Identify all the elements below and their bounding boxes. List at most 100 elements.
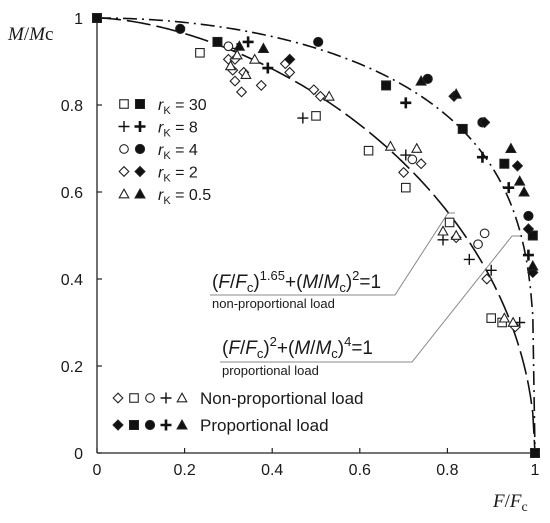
data-point <box>248 53 261 64</box>
leader-line-nonproportional <box>210 212 455 296</box>
data-point <box>311 111 321 121</box>
legend-open-marker <box>118 165 130 178</box>
data-point <box>473 239 483 250</box>
data-point <box>486 313 497 323</box>
legend-load-marker <box>145 393 155 403</box>
data-point <box>231 49 243 60</box>
curve-proportional <box>97 17 536 454</box>
data-point <box>527 230 538 241</box>
legend-filled-marker <box>134 165 146 178</box>
data-point <box>400 182 411 193</box>
fitted-curves <box>96 17 536 454</box>
data-point <box>415 75 427 86</box>
curve-nonproportional <box>96 17 536 454</box>
legend-load-nonproportional: Non-proportional load <box>112 389 364 408</box>
x-tick-label: 0.6 <box>349 462 371 479</box>
data-point <box>476 151 488 163</box>
legend-load-marker <box>112 392 124 404</box>
data-point <box>195 47 205 58</box>
legend-open-marker <box>119 99 129 109</box>
legend-item: rK = 2 <box>118 165 198 185</box>
data-point <box>323 90 335 101</box>
series-plus-filled <box>242 36 534 261</box>
series-plus-open <box>231 42 526 328</box>
legend-filled-marker <box>134 121 146 132</box>
data-point <box>505 142 517 153</box>
data-point <box>481 273 493 285</box>
data-point <box>437 234 449 246</box>
x-axis-title: F/Fc <box>492 491 528 515</box>
axis-ticks: 0 0.2 0.4 0.6 0.8 1 0 0.2 0.4 0.6 0.8 1 <box>61 11 540 479</box>
data-point <box>513 175 526 186</box>
legend-load-marker <box>129 393 139 403</box>
x-tick-label: 0.4 <box>261 462 283 479</box>
data-point <box>284 53 296 66</box>
equation-proportional-label: proportional load <box>222 363 319 378</box>
legend-load-marker <box>176 392 188 403</box>
data-point <box>314 90 326 102</box>
data-point <box>262 62 274 74</box>
data-point <box>363 145 374 156</box>
y-axis-title: M/Mc <box>7 24 53 45</box>
x-tick-label: 0.8 <box>436 462 458 479</box>
data-point <box>523 210 534 222</box>
series-square-filled <box>92 13 540 458</box>
data-point <box>92 13 102 23</box>
legend-label: rK = 2 <box>158 165 198 185</box>
legend-load-label: Proportional load <box>200 416 329 435</box>
data-point <box>499 158 510 169</box>
legend-load-marker <box>160 392 172 404</box>
data-point <box>518 185 530 197</box>
data-point <box>233 40 246 51</box>
data-point <box>400 97 412 109</box>
data-point <box>224 59 237 71</box>
data-point <box>284 66 296 78</box>
series-triangle-filled <box>233 40 539 271</box>
legend-load-marker <box>112 419 124 431</box>
data-point <box>398 166 410 179</box>
data-point <box>229 75 241 87</box>
legend-label: rK = 0.5 <box>158 187 211 207</box>
plot-frame <box>96 18 535 454</box>
legend-label: rK = 30 <box>158 97 207 117</box>
legend-load-marker <box>144 419 156 431</box>
equation-nonproportional-label: non-proportional load <box>212 296 335 311</box>
data-point <box>257 42 270 53</box>
legend-load-marker <box>176 418 188 430</box>
data-point <box>313 36 324 48</box>
data-point <box>212 36 223 47</box>
legend-open-marker <box>119 144 129 154</box>
equation-nonproportional: (F/Fc)1.65+(M/Mc)2=1 <box>212 268 381 295</box>
legend-load-label: Non-proportional load <box>200 389 364 408</box>
y-tick-label: 0.2 <box>61 359 83 376</box>
legend-open-marker <box>118 121 130 132</box>
legend-item: rK = 0.5 <box>118 187 211 207</box>
data-point <box>444 217 455 228</box>
data-point <box>235 86 248 98</box>
data-point <box>526 259 539 271</box>
legend: rK = 30 rK = 8rK = 4 rK = 2rK = 0.5 Non-pro… <box>112 97 364 435</box>
y-tick-label: 1 <box>74 11 83 28</box>
data-point <box>384 140 397 151</box>
data-point <box>400 149 412 161</box>
y-tick-label: 0 <box>74 446 83 463</box>
y-tick-label: 0.8 <box>61 98 83 115</box>
legend-item: rK = 4 <box>119 142 198 162</box>
legend-filled-marker <box>134 187 146 199</box>
leader-line-proportional <box>220 235 520 363</box>
data-point <box>223 41 234 52</box>
x-tick-label: 1 <box>531 462 540 479</box>
data-point <box>522 223 535 235</box>
legend-load-marker <box>129 420 139 430</box>
data-point <box>507 316 519 327</box>
legend-load-marker <box>160 419 172 431</box>
data-point <box>503 182 515 194</box>
data-point <box>411 142 423 153</box>
data-point <box>479 228 490 239</box>
data-point <box>450 229 462 240</box>
data-point <box>457 123 468 134</box>
data-point <box>240 68 252 79</box>
annotation-leaders <box>210 212 520 363</box>
data-point <box>530 448 540 458</box>
